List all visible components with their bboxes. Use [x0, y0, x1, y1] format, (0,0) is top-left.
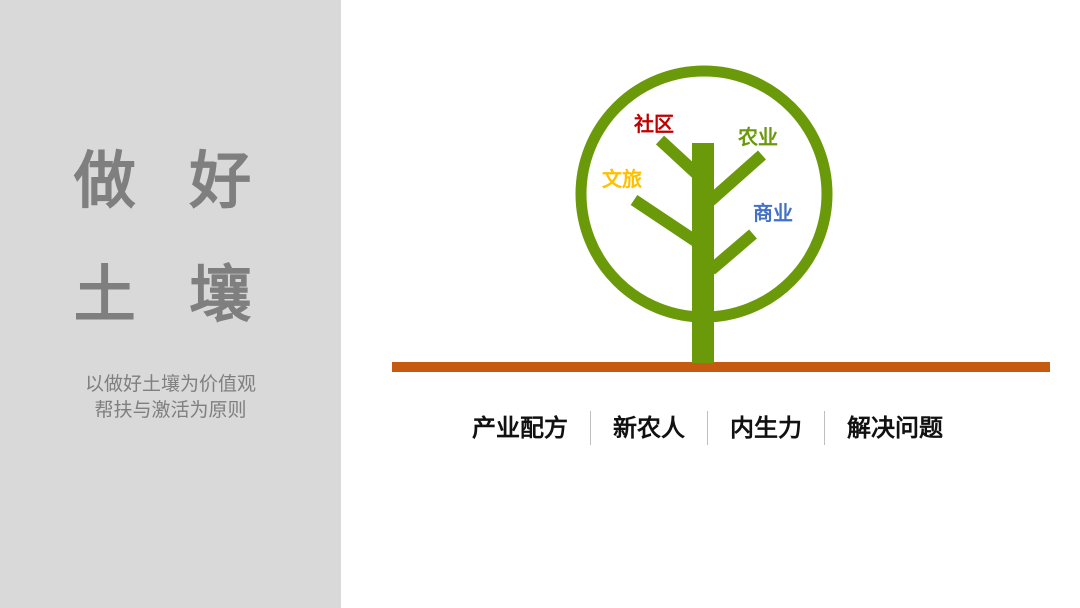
pillar-list: 产业配方 新农人 内生力 解决问题 [460, 410, 1000, 446]
branch-agriculture [705, 150, 766, 207]
ground-line [392, 362, 1050, 372]
label-agriculture: 农业 [738, 125, 778, 149]
pillar-item: 解决问题 [824, 411, 965, 445]
label-community: 社区 [634, 112, 674, 136]
label-culture-tourism: 文旅 [602, 167, 642, 191]
pillar-item: 产业配方 [472, 414, 568, 442]
pillar-item: 新农人 [590, 411, 707, 445]
left-panel: 做 好 土 壤 以做好土壤为价值观 帮扶与激活为原则 [0, 0, 341, 608]
branch-culture-tourism [630, 195, 701, 247]
pillar-item: 内生力 [707, 411, 824, 445]
branch-commerce [707, 229, 757, 275]
subtitle-line-2: 帮扶与激活为原则 [94, 399, 247, 421]
branch-community [655, 135, 704, 181]
title-line-1: 做 好 [73, 144, 268, 217]
subtitle-line-1: 以做好土壤为价值观 [84, 373, 256, 395]
label-commerce: 商业 [753, 201, 793, 225]
title-line-2: 土 壤 [73, 258, 268, 331]
